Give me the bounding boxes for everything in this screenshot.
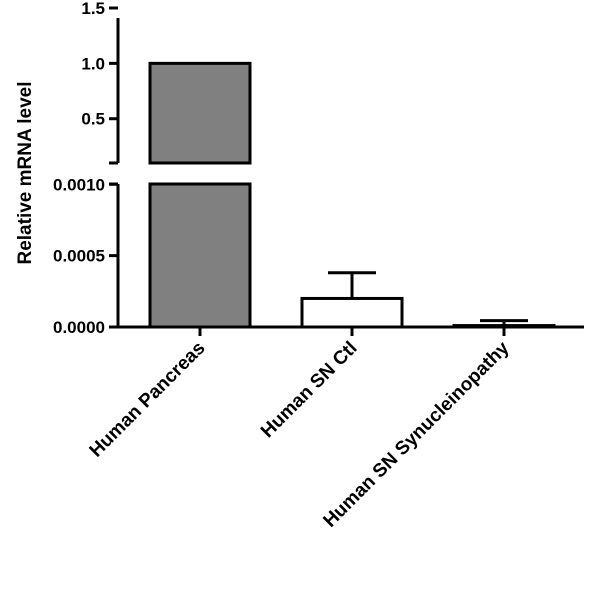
bar-1	[300, 296, 404, 329]
y-upper-tick-label: 0.5	[81, 110, 105, 129]
y-axis-title: Relative mRNA level	[15, 81, 36, 264]
y-axis: 0.0000 0.0005 0.0010 0.5 1.0 1.5	[53, 0, 120, 337]
bars	[148, 61, 556, 329]
x-category-label: Human Pancreas	[86, 338, 210, 462]
y-upper-tick-label: 1.0	[81, 54, 105, 73]
y-upper-tick-label: 1.5	[81, 0, 105, 18]
y-lower-tick-label: 0.0005	[53, 247, 105, 266]
y-lower-tick-label: 0.0000	[53, 318, 105, 337]
y-lower-tick-label: 0.0010	[53, 175, 105, 194]
bar-upper-0	[148, 61, 252, 165]
bar-lower-0	[148, 182, 252, 329]
x-category-label: Human SN Ctl	[257, 338, 361, 442]
x-category-label: Human SN Synucleinopathy	[320, 337, 514, 531]
